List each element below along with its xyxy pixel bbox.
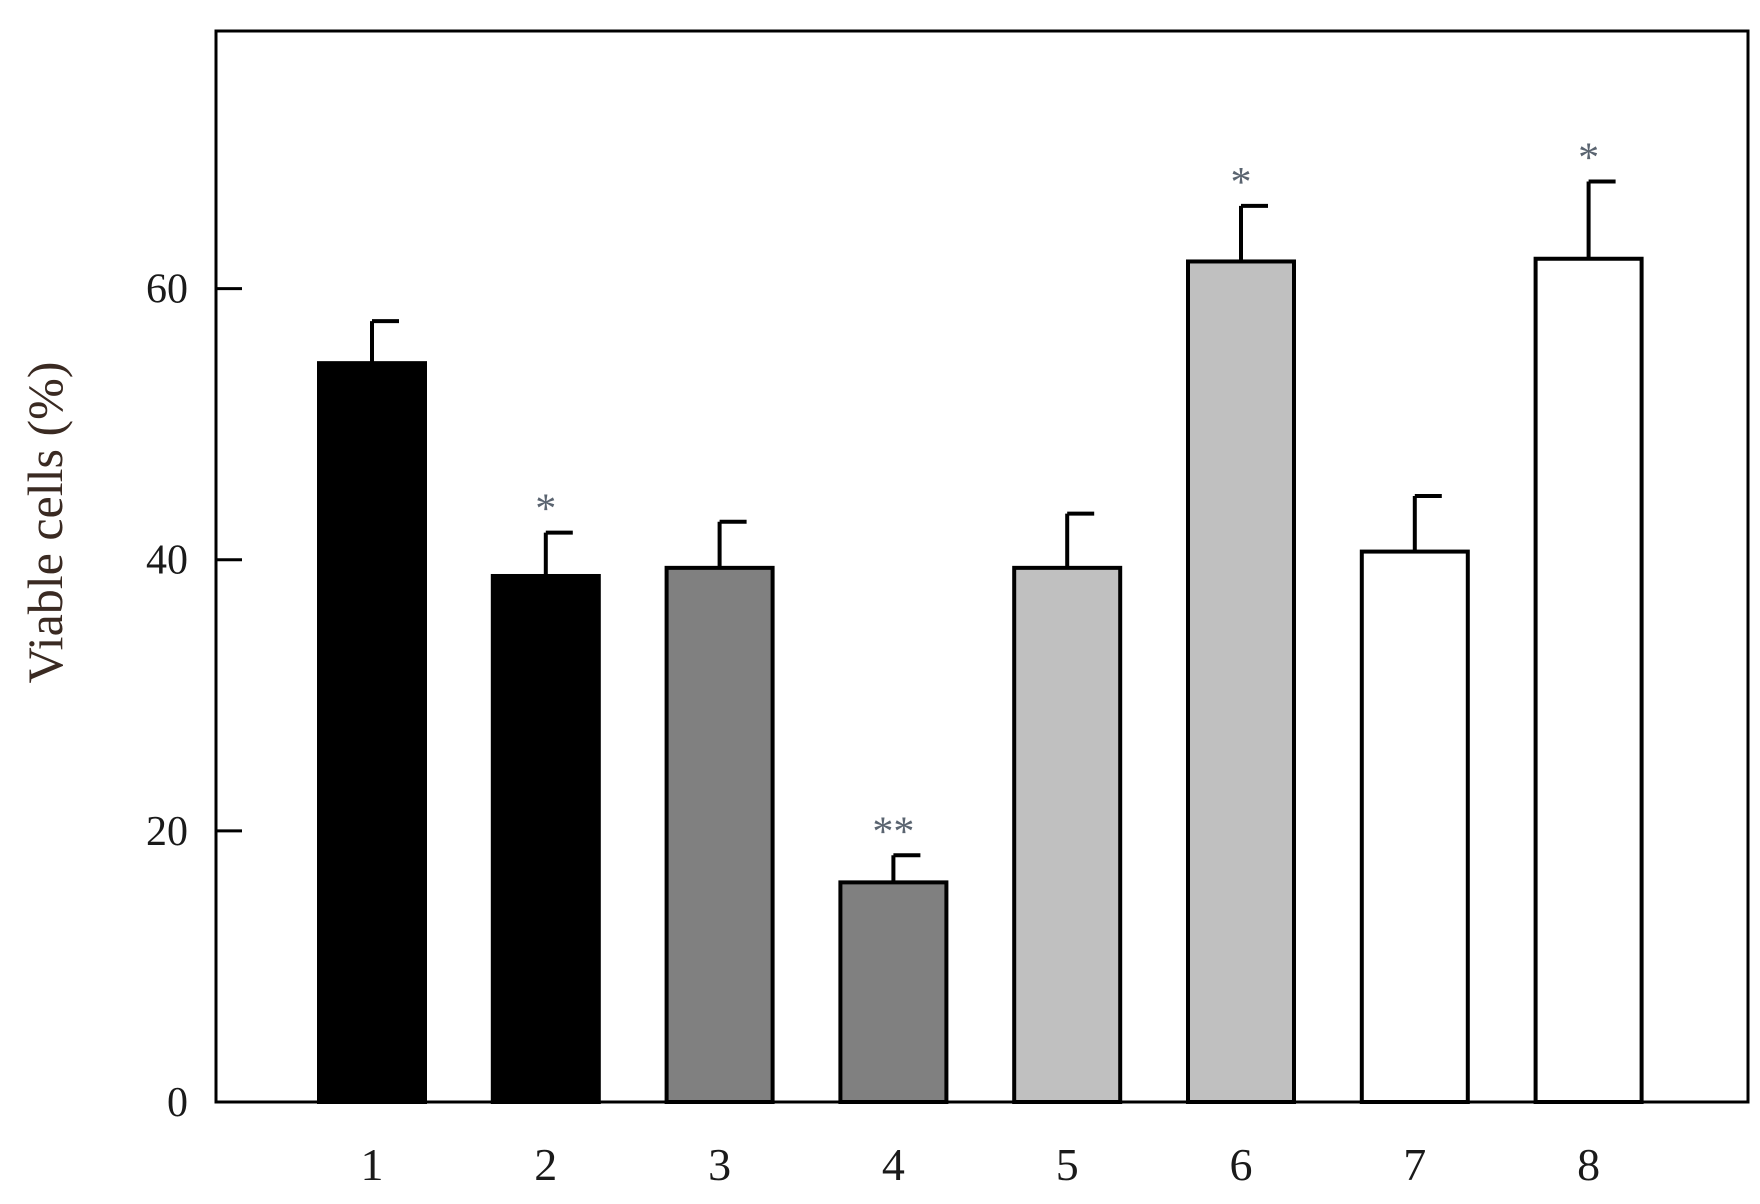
- x-tick-label: 7: [1403, 1139, 1426, 1190]
- bar-8: [1533, 256, 1644, 1104]
- significance-marks-group: *****: [535, 135, 1599, 855]
- x-tick-label: 1: [361, 1139, 384, 1190]
- x-tick-label: 2: [534, 1139, 557, 1190]
- x-axis-labels: 1 2 3 4 5 6 7 8: [361, 1139, 1601, 1190]
- y-tick-label: 60: [146, 267, 188, 313]
- x-tick-label: 4: [882, 1139, 905, 1190]
- y-tick-label: 0: [167, 1080, 188, 1126]
- significance-mark-6: *: [1231, 160, 1252, 206]
- bar-6: [1186, 259, 1296, 1104]
- y-axis-title: Viable cells (%): [17, 362, 73, 684]
- bar-1: [317, 361, 427, 1104]
- error-bars-group: [370, 179, 1616, 883]
- bar-3: [664, 565, 775, 1104]
- x-tick-label: 6: [1230, 1139, 1253, 1190]
- significance-mark-4: **: [872, 809, 914, 855]
- y-axis-ticks: 0 20 40 60: [146, 267, 242, 1126]
- x-tick-label: 8: [1577, 1139, 1600, 1190]
- bar-7: [1359, 549, 1470, 1104]
- bar-5: [1012, 565, 1123, 1104]
- x-tick-label: 3: [708, 1139, 731, 1190]
- significance-mark-2: *: [535, 487, 556, 533]
- y-tick-label: 20: [146, 809, 188, 855]
- bar-4: [838, 880, 949, 1104]
- y-tick-label: 40: [146, 538, 188, 584]
- bars-group: [317, 256, 1644, 1104]
- significance-mark-8: *: [1578, 135, 1599, 181]
- bar-2: [490, 573, 601, 1104]
- plot-frame: [214, 29, 1750, 1104]
- x-tick-label: 5: [1056, 1139, 1079, 1190]
